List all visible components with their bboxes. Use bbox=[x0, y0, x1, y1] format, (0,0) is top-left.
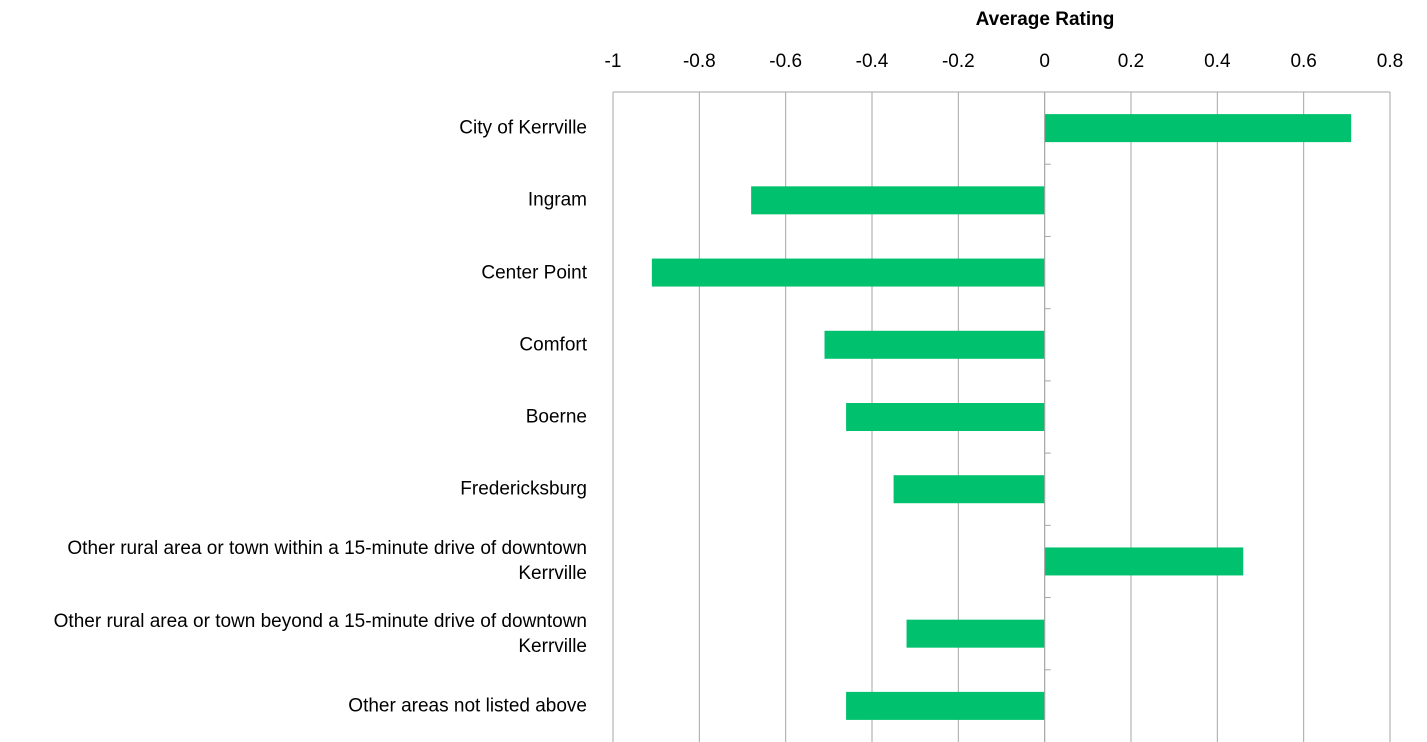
y-tick-label: Ingram bbox=[527, 189, 587, 211]
y-tick-label: Comfort bbox=[519, 334, 587, 356]
x-tick-label: 0.6 bbox=[1290, 51, 1316, 72]
bar bbox=[893, 475, 1045, 504]
bar bbox=[651, 258, 1045, 287]
bar bbox=[1044, 547, 1244, 576]
y-tick-label: City of Kerrville bbox=[459, 117, 587, 139]
x-tick-label: 0.8 bbox=[1377, 51, 1403, 72]
bar bbox=[846, 403, 1045, 431]
y-tick-label: Center Point bbox=[481, 262, 587, 284]
x-tick-label: -0.4 bbox=[856, 51, 889, 72]
y-tick-label: Fredericksburg bbox=[460, 478, 587, 500]
bar bbox=[751, 186, 1045, 215]
bar bbox=[846, 691, 1045, 720]
x-tick-label: -0.2 bbox=[942, 51, 975, 72]
bar bbox=[1044, 114, 1352, 143]
x-tick-label: 0.2 bbox=[1118, 51, 1144, 72]
bar bbox=[906, 619, 1045, 648]
y-tick-label: Other rural area or town within a 15-min… bbox=[67, 538, 587, 585]
y-tick-label: Other rural area or town beyond a 15-min… bbox=[53, 610, 587, 657]
x-tick-label: 0 bbox=[1039, 51, 1050, 72]
x-tick-label: 0.4 bbox=[1204, 51, 1231, 72]
y-tick-label: Boerne bbox=[525, 406, 587, 428]
x-tick-label: -0.8 bbox=[683, 51, 716, 72]
x-tick-label: -0.6 bbox=[769, 51, 802, 72]
x-tick-label: -1 bbox=[605, 51, 622, 72]
axis-title: Average Rating bbox=[976, 9, 1115, 30]
bar bbox=[824, 330, 1045, 359]
y-tick-label: Other areas not listed above bbox=[348, 695, 587, 717]
